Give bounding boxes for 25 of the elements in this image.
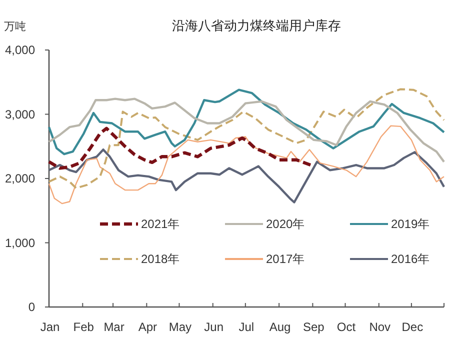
x-tick-label: Apr: [138, 320, 158, 334]
chart-title: 沿海八省动力煤终端用户库存: [172, 18, 341, 33]
x-tick-label: Oct: [336, 320, 356, 334]
y-tick-label: 3,000: [4, 107, 36, 122]
legend-label: 2019年: [391, 217, 430, 231]
y-tick-label: 2,000: [4, 172, 36, 186]
legend-label: 2018年: [141, 252, 180, 266]
x-tick-label: Nov: [369, 320, 391, 334]
legend-label: 2016年: [391, 252, 430, 266]
x-tick-label: Mar: [104, 320, 124, 334]
legend-label: 2020年: [266, 217, 305, 231]
x-tick-label: Jun: [204, 320, 224, 334]
x-tick-label: Dec: [402, 320, 424, 334]
y-tick-label: 0: [28, 300, 36, 314]
legend-label: 2017年: [266, 252, 305, 266]
x-tick-label: Jul: [238, 320, 254, 334]
y-tick-label: 4,000: [4, 43, 36, 57]
x-tick-label: Sep: [303, 320, 325, 334]
x-tick-label: Feb: [73, 320, 94, 334]
legend-label: 2021年: [141, 217, 180, 231]
y-axis-title: 万吨: [4, 20, 26, 33]
x-tick-label: May: [168, 320, 192, 334]
x-tick-label: Jan: [40, 320, 60, 334]
x-tick-label: Aug: [269, 320, 291, 334]
y-tick-label: 1,000: [4, 236, 36, 250]
